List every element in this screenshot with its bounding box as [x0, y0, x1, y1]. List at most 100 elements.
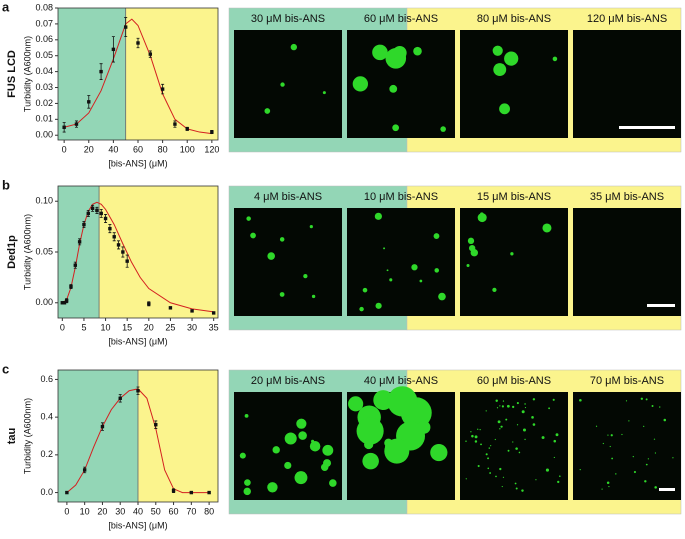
droplet — [489, 472, 492, 474]
droplet — [496, 407, 499, 409]
x-axis-label: [bis-ANS] (μM) — [108, 158, 167, 168]
droplet — [501, 405, 504, 408]
droplet — [608, 485, 610, 488]
x-tick-label: 40 — [133, 506, 143, 516]
droplet — [601, 488, 603, 490]
droplet — [610, 434, 613, 437]
data-point — [210, 130, 214, 134]
data-point — [62, 125, 66, 129]
droplet — [272, 446, 280, 454]
data-point — [108, 226, 112, 231]
y-tick-label: 0.0 — [40, 487, 53, 497]
data-point — [171, 488, 176, 493]
droplet — [672, 457, 674, 459]
x-tick-label: 25 — [165, 322, 175, 332]
droplet — [477, 464, 480, 468]
droplet — [364, 439, 374, 450]
image-label: 10 μM bis-ANS — [364, 191, 438, 203]
droplet — [535, 479, 537, 481]
x-tick-label: 10 — [101, 322, 111, 332]
data-point — [189, 490, 194, 495]
data-point — [207, 490, 211, 495]
data-point — [100, 424, 105, 429]
y-tick-label: 0.07 — [35, 18, 53, 28]
data-point — [77, 240, 82, 244]
y-tick-label: 0.05 — [35, 50, 53, 60]
droplet — [632, 456, 634, 458]
data-point — [160, 87, 165, 91]
droplet — [329, 479, 337, 487]
droplet — [502, 476, 505, 478]
chart-title: tau — [6, 428, 18, 445]
x-tick-label: 15 — [122, 322, 132, 332]
y-tick-label: 0.2 — [40, 449, 53, 459]
droplet — [375, 302, 382, 309]
droplet — [640, 397, 643, 400]
droplet — [244, 413, 249, 418]
data-point — [123, 25, 128, 29]
scale-bar — [619, 126, 675, 129]
droplet — [653, 438, 656, 440]
droplet — [595, 425, 598, 427]
image-label: 4 μM bis-ANS — [254, 191, 322, 203]
droplet — [515, 447, 518, 450]
droplet — [309, 225, 313, 229]
panel-label: c — [2, 361, 9, 376]
data-point — [211, 311, 216, 315]
droplet — [480, 443, 482, 446]
droplet — [485, 410, 487, 412]
droplet — [516, 401, 519, 405]
x-tick-label: 80 — [204, 506, 214, 516]
droplet — [499, 428, 501, 430]
y-tick-label: 0.6 — [40, 374, 53, 384]
droplet — [654, 452, 657, 454]
droplet — [541, 436, 545, 440]
x-axis-label: [bis-ANS] (μM) — [108, 520, 167, 530]
droplet — [545, 468, 549, 472]
data-point — [73, 263, 77, 267]
droplet — [362, 452, 379, 470]
y-tick-label: 0.06 — [35, 34, 53, 44]
micrograph — [347, 208, 455, 316]
droplet — [392, 124, 400, 132]
image-label: 15 μM bis-ANS — [477, 191, 551, 203]
x-tick-label: 20 — [144, 322, 154, 332]
image-label: 30 μM bis-ANS — [251, 13, 325, 25]
y-axis-label: Turbidity (A600nm) — [22, 398, 32, 474]
droplet — [466, 264, 470, 268]
data-point — [62, 301, 67, 305]
data-point — [168, 306, 173, 310]
droplet — [348, 396, 364, 412]
droplet — [479, 428, 481, 431]
droplet — [250, 232, 256, 239]
droplet — [579, 398, 582, 402]
droplet — [383, 247, 386, 250]
droplet — [374, 212, 382, 220]
droplet — [438, 292, 446, 301]
droplet — [279, 237, 285, 242]
x-tick-label: 40 — [108, 144, 118, 154]
droplet — [505, 418, 508, 421]
droplet — [521, 410, 525, 414]
droplet — [411, 264, 418, 271]
droplet — [284, 461, 292, 470]
x-tick-label: 0 — [64, 506, 69, 516]
data-point — [136, 389, 140, 393]
data-point — [116, 243, 121, 247]
droplet — [495, 399, 498, 403]
droplet — [531, 416, 534, 419]
droplet — [386, 269, 389, 272]
image-label: 80 μM bis-ANS — [477, 13, 551, 25]
y-tick-label: 0.10 — [35, 196, 53, 206]
droplet — [606, 481, 610, 485]
image-label: 40 μM bis-ANS — [364, 375, 438, 387]
droplet — [471, 434, 474, 438]
image-label: 70 μM bis-ANS — [590, 375, 664, 387]
droplet — [294, 471, 308, 485]
panel-label: b — [2, 177, 10, 192]
droplet — [384, 438, 410, 464]
x-axis-label: [bis-ANS] (μM) — [108, 336, 167, 346]
y-tick-label: 0.00 — [35, 130, 53, 140]
droplet — [320, 463, 329, 472]
droplet — [518, 451, 521, 454]
